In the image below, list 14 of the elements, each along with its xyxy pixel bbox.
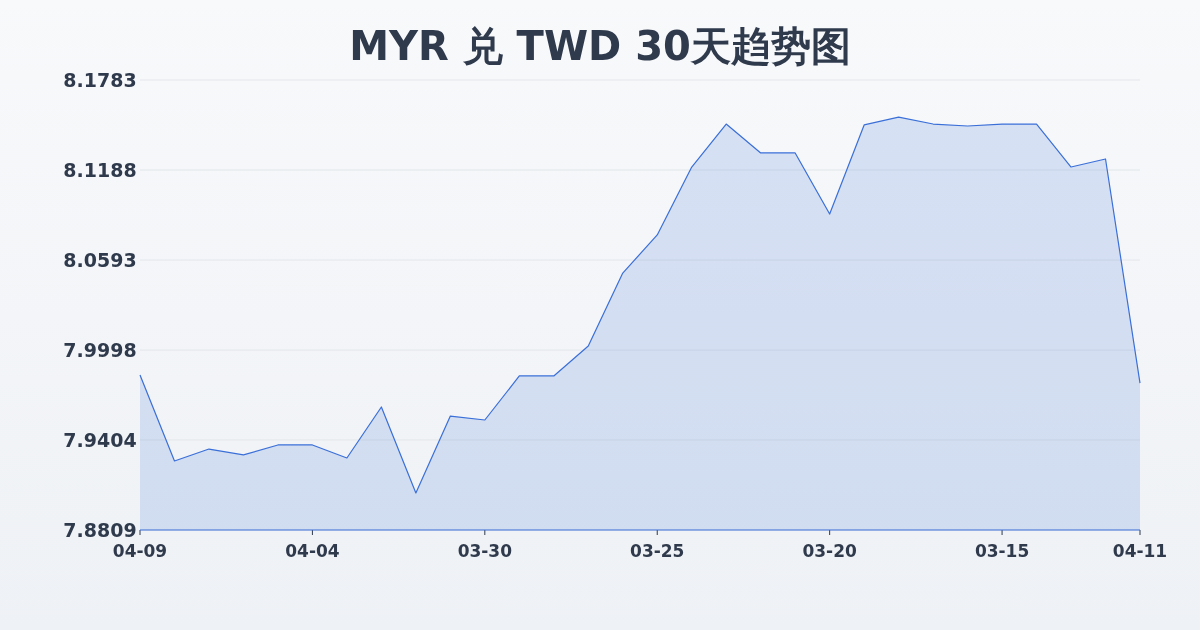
x-tick-label: 03-20 <box>802 541 858 561</box>
y-tick-label: 8.1188 <box>63 159 137 182</box>
y-tick-label: 8.1783 <box>63 69 137 91</box>
x-tick-label: 03-15 <box>974 541 1030 561</box>
y-tick-label: 7.8809 <box>63 519 137 541</box>
x-tick-label: 04-09 <box>112 541 168 561</box>
x-tick-label: 04-11 <box>1112 541 1168 561</box>
x-tick-label: 03-30 <box>457 541 513 561</box>
y-tick-label: 8.0593 <box>63 249 137 272</box>
y-tick-label: 7.9404 <box>63 428 137 451</box>
x-tick-label: 03-25 <box>630 541 685 561</box>
chart-title: MYR 兑 TWD 30天趋势图 <box>349 23 851 69</box>
y-tick-label: 7.9998 <box>63 339 137 362</box>
x-tick-label: 04-04 <box>285 541 340 561</box>
